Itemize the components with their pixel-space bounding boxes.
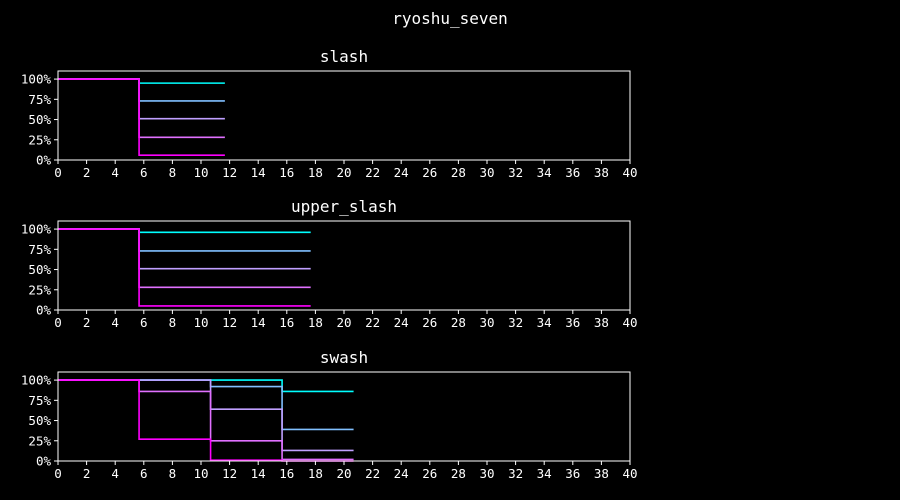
x-tick-label: 14 [251,165,266,180]
y-tick-label: 50% [28,112,51,127]
y-tick-label: 75% [28,242,51,257]
y-tick-label: 25% [28,132,51,147]
x-tick-label: 2 [83,466,91,481]
chart-title: upper_slash [291,197,397,216]
y-tick-label: 75% [28,393,51,408]
x-tick-label: 0 [54,165,62,180]
x-tick-label: 28 [451,315,466,330]
series-line-4 [58,228,311,307]
x-tick-label: 34 [537,466,552,481]
x-tick-label: 22 [365,315,380,330]
x-tick-label: 20 [336,315,351,330]
x-tick-label: 10 [193,315,208,330]
series-line-4 [58,379,354,462]
x-tick-label: 40 [622,315,637,330]
x-tick-label: 22 [365,466,380,481]
x-tick-label: 12 [222,466,237,481]
x-tick-label: 4 [111,165,119,180]
chart-title: swash [320,348,368,367]
y-tick-label: 100% [21,72,52,87]
series-line-3 [58,78,225,139]
x-tick-label: 28 [451,466,466,481]
x-tick-label: 20 [336,466,351,481]
x-tick-label: 30 [479,315,494,330]
y-tick-label: 100% [21,373,52,388]
x-tick-label: 24 [394,165,409,180]
x-tick-label: 30 [479,466,494,481]
x-tick-label: 6 [140,165,148,180]
x-tick-label: 0 [54,315,62,330]
x-tick-label: 18 [308,165,323,180]
y-tick-label: 25% [28,282,51,297]
x-tick-label: 30 [479,165,494,180]
x-tick-label: 38 [594,466,609,481]
y-tick-label: 100% [21,222,52,237]
x-tick-label: 12 [222,165,237,180]
x-tick-label: 32 [508,466,523,481]
x-tick-label: 24 [394,315,409,330]
figure-suptitle: ryoshu_seven [392,9,508,28]
x-tick-label: 22 [365,165,380,180]
series-line-4 [58,78,225,156]
x-tick-label: 16 [279,315,294,330]
x-tick-label: 38 [594,315,609,330]
x-tick-label: 38 [594,165,609,180]
x-tick-label: 12 [222,315,237,330]
series-line-2 [58,78,225,120]
x-tick-label: 14 [251,315,266,330]
x-tick-label: 0 [54,466,62,481]
x-tick-label: 20 [336,165,351,180]
x-tick-label: 40 [622,165,637,180]
x-tick-label: 18 [308,466,323,481]
x-tick-label: 8 [169,315,177,330]
axes-frame [57,220,631,311]
series-line-3 [58,228,311,289]
x-tick-label: 10 [193,165,208,180]
x-tick-label: 4 [111,466,119,481]
x-tick-label: 36 [565,466,580,481]
x-tick-label: 34 [537,165,552,180]
x-tick-label: 36 [565,315,580,330]
x-tick-label: 18 [308,315,323,330]
x-tick-label: 28 [451,165,466,180]
axes-frame [57,70,631,161]
y-tick-label: 50% [28,413,51,428]
y-tick-label: 75% [28,92,51,107]
axes-frame [57,371,631,462]
x-tick-label: 26 [422,315,437,330]
x-tick-label: 4 [111,315,119,330]
chart-title: slash [320,47,368,66]
x-tick-label: 16 [279,466,294,481]
x-tick-label: 6 [140,315,148,330]
y-tick-label: 0% [36,303,52,318]
x-tick-label: 34 [537,315,552,330]
y-tick-label: 25% [28,433,51,448]
x-tick-label: 40 [622,466,637,481]
x-tick-label: 2 [83,165,91,180]
x-tick-label: 8 [169,466,177,481]
series-line-1 [58,379,354,431]
x-tick-label: 8 [169,165,177,180]
x-tick-label: 14 [251,466,266,481]
x-tick-label: 10 [193,466,208,481]
x-tick-label: 26 [422,165,437,180]
x-tick-label: 32 [508,165,523,180]
x-tick-label: 36 [565,165,580,180]
y-tick-label: 0% [36,454,52,469]
y-tick-label: 0% [36,153,52,168]
x-tick-label: 24 [394,466,409,481]
x-tick-label: 2 [83,315,91,330]
x-tick-label: 6 [140,466,148,481]
x-tick-label: 32 [508,315,523,330]
series-line-0 [58,379,354,393]
series-line-2 [58,228,311,270]
y-tick-label: 50% [28,262,51,277]
x-tick-label: 16 [279,165,294,180]
x-tick-label: 26 [422,466,437,481]
